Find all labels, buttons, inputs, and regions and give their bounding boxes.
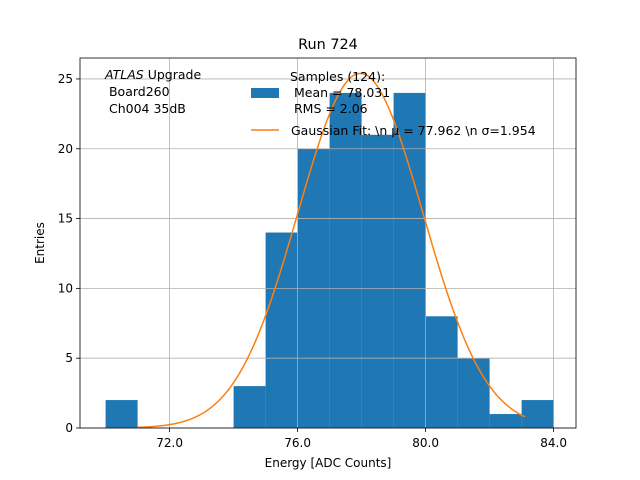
annotation-channel: Ch004 35dB <box>105 101 186 116</box>
x-axis-ticks: 72.0 76.0 80.0 84.0 <box>156 428 567 450</box>
histogram-bar-5 <box>265 232 298 428</box>
histogram-bar-9 <box>393 92 426 428</box>
y-axis-label: Entries <box>33 222 47 264</box>
histogram-bar-10 <box>425 316 458 428</box>
histogram-bar-13 <box>521 400 554 428</box>
x-tick-label-1: 76.0 <box>284 436 311 450</box>
legend-samples-line-1: Samples (124): <box>290 69 385 84</box>
experiment-annotation: ATLAS Upgrade Board260 Ch004 35dB <box>104 67 201 116</box>
histogram-bar-8 <box>361 134 394 428</box>
chart-title: Run 724 <box>298 37 358 53</box>
histogram-bar-0 <box>105 400 138 428</box>
atlas-label: ATLAS <box>104 67 144 82</box>
x-tick-label-0: 72.0 <box>156 436 183 450</box>
legend-samples-line-2: Mean = 78.031 <box>290 85 390 100</box>
histogram-bar-11 <box>457 358 490 428</box>
legend-fit-label: Gaussian Fit: \n μ = 77.962 \n σ=1.954 <box>291 123 536 138</box>
legend: Samples (124): Mean = 78.031 RMS = 2.06 … <box>251 69 536 138</box>
histogram-bar-7 <box>329 92 362 428</box>
x-axis-label: Energy [ADC Counts] <box>265 456 392 470</box>
y-tick-label-4: 20 <box>58 142 73 156</box>
y-tick-label-0: 0 <box>65 421 73 435</box>
legend-samples-line-3: RMS = 2.06 <box>290 101 368 116</box>
upgrade-label: Upgrade <box>144 67 202 82</box>
y-tick-label-3: 15 <box>58 212 73 226</box>
histogram-bar-4 <box>233 386 266 428</box>
annotation-line-1: ATLAS Upgrade <box>104 67 201 82</box>
y-axis-ticks: 0 5 10 15 20 25 <box>58 72 80 435</box>
annotation-board: Board260 <box>105 84 170 99</box>
y-tick-label-2: 10 <box>58 281 73 295</box>
y-tick-label-1: 5 <box>65 351 73 365</box>
x-tick-label-3: 84.0 <box>540 436 567 450</box>
y-tick-label-5: 25 <box>58 72 73 86</box>
plot-frame <box>79 57 577 429</box>
histogram-bar-12 <box>489 414 522 428</box>
gaussian-fit-curve <box>137 72 526 429</box>
x-tick-label-2: 80.0 <box>412 436 439 450</box>
legend-samples-swatch <box>251 88 279 98</box>
